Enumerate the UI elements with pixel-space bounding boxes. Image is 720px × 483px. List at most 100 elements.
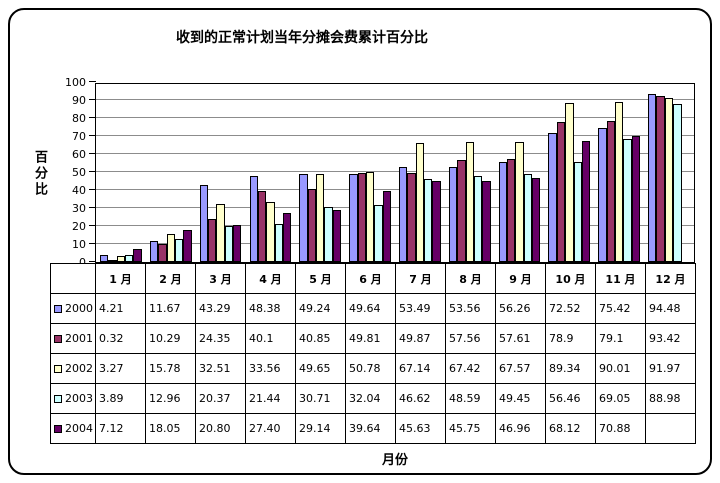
gridline	[96, 189, 694, 190]
value-cell: 20.80	[196, 414, 246, 444]
bar-2000	[199, 184, 209, 262]
bar-group	[445, 84, 495, 262]
bar-2004	[332, 210, 342, 262]
month-header-cell: 8 月	[446, 264, 496, 294]
bar-group	[245, 84, 295, 262]
value-cell: 49.24	[296, 294, 346, 324]
bar-2003	[673, 103, 682, 262]
bar-2000	[149, 241, 159, 262]
value-cell: 45.63	[396, 414, 446, 444]
value-cell: 67.57	[496, 354, 546, 384]
value-cell: 20.37	[196, 384, 246, 414]
value-cell: 7.12	[96, 414, 146, 444]
value-cell: 49.64	[346, 294, 396, 324]
value-cell: 56.26	[496, 294, 546, 324]
value-cell: 89.34	[546, 354, 596, 384]
legend-year-label: 2003	[65, 392, 93, 405]
value-cell: 67.14	[396, 354, 446, 384]
value-cell: 49.87	[396, 324, 446, 354]
gridline	[96, 135, 694, 136]
bar-group	[196, 84, 246, 262]
value-cell: 94.48	[646, 294, 696, 324]
bar-2001	[208, 218, 217, 262]
y-tick-mark	[89, 135, 96, 136]
bar-2003	[374, 204, 383, 262]
value-cell: 4.21	[96, 294, 146, 324]
bar-2000	[398, 166, 408, 262]
bar-2003	[125, 255, 134, 262]
y-tick-label: 100	[65, 76, 86, 89]
value-cell: 32.51	[196, 354, 246, 384]
y-tick-mark	[89, 243, 96, 244]
value-cell: 11.67	[146, 294, 196, 324]
bar-2002	[415, 142, 425, 262]
y-tick-mark	[89, 189, 96, 190]
bar-2004	[581, 140, 591, 262]
value-cell: 45.75	[446, 414, 496, 444]
x-axis-title: 月份	[381, 453, 408, 468]
value-cell: 91.97	[646, 354, 696, 384]
bar-2004	[282, 213, 292, 262]
gridline	[96, 99, 694, 100]
value-cell: 53.56	[446, 294, 496, 324]
bar-2002	[465, 142, 474, 262]
value-cell: 32.04	[346, 384, 396, 414]
table-corner-cell	[51, 264, 96, 294]
bar-2004	[133, 249, 142, 262]
bar-2000	[349, 173, 358, 262]
y-tick-mark	[89, 81, 96, 82]
y-tick-mark	[89, 99, 96, 100]
y-tick-mark	[89, 171, 96, 172]
y-axis: 0 10 20 30 40 50 60 70 80 90 100	[52, 76, 86, 269]
value-cell: 18.05	[146, 414, 196, 444]
legend-year-label: 2001	[65, 332, 93, 345]
bar-2003	[424, 179, 433, 262]
y-tick-label: 0	[52, 256, 86, 270]
value-cell: 15.78	[146, 354, 196, 384]
bar-2001	[158, 243, 167, 262]
bar-2000	[448, 166, 458, 262]
bar-2002	[116, 256, 126, 262]
value-cell: 93.42	[646, 324, 696, 354]
legend-swatch	[54, 334, 62, 343]
y-tick-label: 30	[72, 202, 86, 215]
value-cell: 48.59	[446, 384, 496, 414]
month-header-cell: 11 月	[596, 264, 646, 294]
value-cell: 0.32	[96, 324, 146, 354]
value-cell: 49.81	[346, 324, 396, 354]
value-cell: 57.61	[496, 324, 546, 354]
y-tick-mark	[89, 225, 96, 226]
bar-2002	[166, 233, 175, 262]
bar-2004	[382, 191, 391, 262]
bar-2002	[615, 101, 624, 262]
bar-2001	[507, 159, 516, 262]
legend-swatch	[54, 424, 62, 433]
legend-cell: 2000	[51, 294, 96, 324]
bar-group	[345, 84, 395, 262]
month-header-cell: 5 月	[296, 264, 346, 294]
bar-2004	[183, 229, 192, 262]
value-cell: 49.65	[296, 354, 346, 384]
value-cell: 72.52	[546, 294, 596, 324]
value-cell: 12.96	[146, 384, 196, 414]
bar-2002	[365, 171, 375, 262]
bar-2003	[623, 139, 632, 262]
month-header-cell: 12 月	[646, 264, 696, 294]
bar-2001	[457, 159, 466, 262]
bar-group	[96, 84, 146, 262]
plot-area	[89, 81, 695, 263]
value-cell: 75.42	[596, 294, 646, 324]
y-tick-label: 10	[72, 238, 86, 251]
bar-2001	[606, 121, 616, 262]
legend-cell: 2001	[51, 324, 96, 354]
bar-2002	[565, 102, 574, 262]
bar-2000	[498, 161, 507, 262]
bar-group	[495, 84, 545, 262]
y-tick-label: 80	[72, 112, 86, 125]
bar-group	[295, 84, 345, 262]
value-cell: 53.49	[396, 294, 446, 324]
bar-2004	[482, 180, 491, 262]
value-cell: 46.96	[496, 414, 546, 444]
